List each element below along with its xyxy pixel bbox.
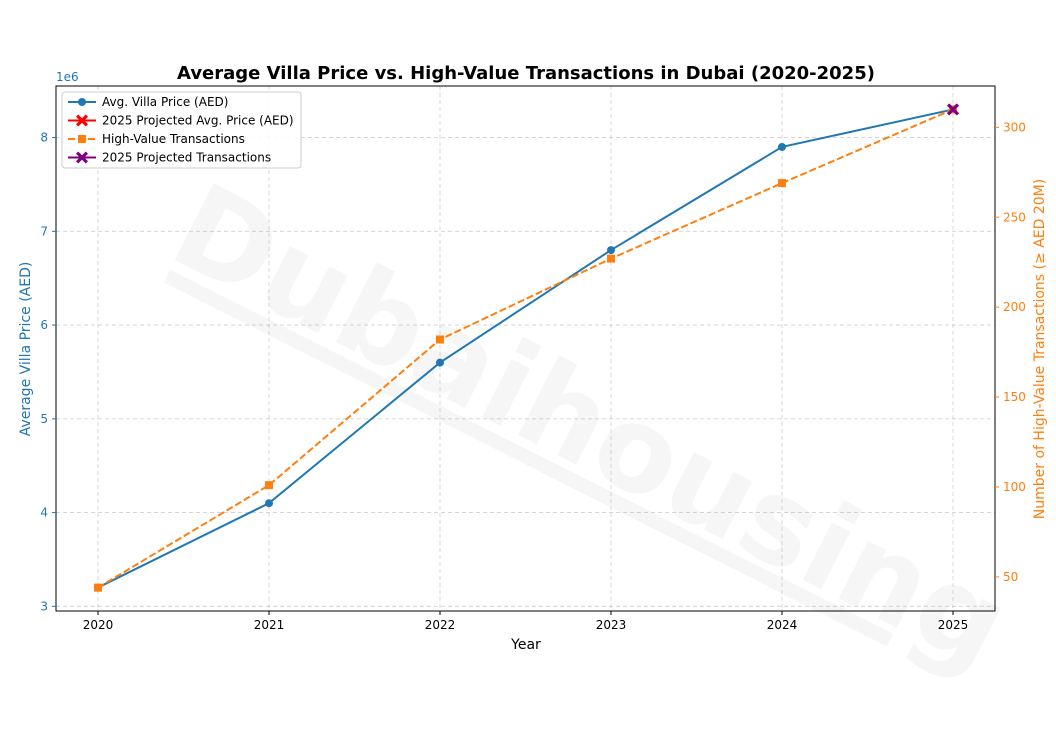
avg-villa-price-aed-line	[97, 108, 954, 589]
y-right-tick-label: 200	[1003, 300, 1026, 314]
chart-title: Average Villa Price vs. High-Value Trans…	[177, 63, 875, 84]
watermark-text: Dubaihousing	[152, 157, 1030, 695]
legend-box	[61, 91, 302, 169]
y-left-tick-label: 6	[40, 318, 48, 332]
legend-label-avg-villa-price-aed: Avg. Villa Price (AED)	[102, 95, 228, 109]
high-value-transactions-line	[97, 108, 954, 589]
high-value-transactions-point	[94, 583, 102, 592]
plot-frame	[55, 85, 996, 612]
2025-projected-transactions-point	[947, 103, 959, 116]
y-left-tick-label: 5	[40, 412, 48, 426]
avg-villa-price-aed-point	[436, 358, 444, 367]
y-right-axis-ticks: 50 100 150 200 250 300	[995, 120, 1026, 584]
y-right-tick-label: 100	[1003, 480, 1026, 494]
y-right-tick-label: 50	[1003, 570, 1018, 584]
x-tick-label: 2020	[83, 618, 114, 632]
y-left-axis-ticks: 3 4 5 6 7 8	[40, 131, 56, 613]
legend-swatch-marker	[78, 98, 86, 106]
x-tick-label: 2024	[767, 618, 798, 632]
avg-villa-price-aed-point	[607, 246, 615, 255]
avg-villa-price-aed-point	[265, 499, 273, 508]
y-left-tick-label: 4	[40, 506, 48, 520]
x-tick-label: 2025	[938, 618, 969, 632]
y-right-tick-label: 250	[1003, 210, 1026, 224]
watermark-underline	[163, 269, 894, 647]
high-value-transactions-point	[436, 335, 444, 344]
x-tick-label: 2023	[596, 618, 627, 632]
avg-villa-price-aed-point	[778, 142, 786, 151]
y-left-axis-label: Average Villa Price (AED)	[18, 262, 34, 437]
y-left-tick-label: 8	[40, 131, 48, 145]
high-value-transactions-point	[607, 254, 615, 263]
y-right-tick-label: 300	[1003, 120, 1026, 134]
high-value-transactions-point	[265, 481, 273, 490]
x-axis-ticks: 2020 2021 2022 2023 2024 2025	[83, 611, 969, 632]
legend: Avg. Villa Price (AED) 2025 Projected Avg…	[61, 91, 302, 169]
legend-label-high-value-transactions: High-Value Transactions	[102, 132, 245, 146]
x-axis-label: Year	[510, 637, 541, 653]
y-right-axis-label: Number of High-Value Transactions (≥ AED…	[1032, 179, 1048, 519]
legend-swatch-marker	[76, 114, 88, 127]
high-value-transactions-point	[778, 179, 786, 188]
legend-swatch-marker	[76, 151, 88, 164]
grid	[56, 86, 995, 611]
y-right-tick-label: 150	[1003, 390, 1026, 404]
x-tick-label: 2021	[254, 618, 285, 632]
series-layer	[94, 103, 959, 592]
x-tick-label: 2022	[425, 618, 456, 632]
legend-label-2025-projected-avg-price-aed: 2025 Projected Avg. Price (AED)	[102, 114, 294, 128]
legend-label-2025-projected-transactions: 2025 Projected Transactions	[102, 151, 271, 165]
legend-swatch-marker	[78, 135, 86, 143]
y-left-tick-label: 3	[40, 599, 48, 613]
left-axis-offset-label: 1e6	[56, 70, 79, 84]
y-left-tick-label: 7	[40, 224, 48, 238]
